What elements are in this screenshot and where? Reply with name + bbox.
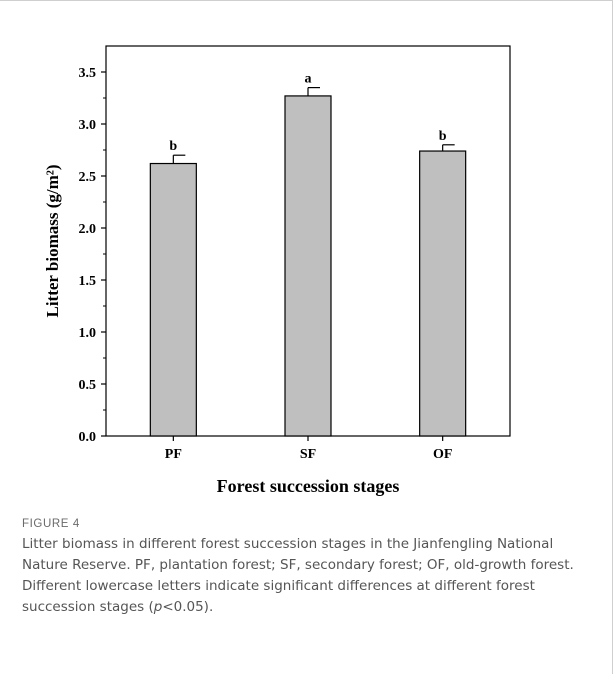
caption-threshold: <0.05). [162,599,214,615]
chart-bars [149,86,467,437]
figure-label: FIGURE 4 [22,518,80,530]
y-tick-label: 0.5 [79,378,97,393]
figure-caption: Litter biomass in different forest succe… [22,534,582,618]
y-tick-label: 2.5 [79,170,97,185]
x-tick-label: PF [165,447,182,462]
y-axis-label: Litter biomass (g/m²) [43,164,62,317]
y-tick-label: 1.0 [79,326,97,341]
bar-pf [149,162,197,437]
y-tick-label: 3.0 [79,118,97,133]
significance-letter: b [439,129,447,144]
bar-chart: 0.0 0.5 1.0 1.5 2.0 2.5 3.0 3.5 b PF a SF b OF Forest… [43,45,511,496]
y-tick-label: 1.5 [79,274,97,289]
x-tick-label: OF [433,447,452,462]
significance-letter: b [169,139,177,154]
y-tick-label: 2.0 [79,222,97,237]
chart-axes: 0.0 0.5 1.0 1.5 2.0 2.5 3.0 3.5 [79,45,511,445]
chart-labels: b PF a SF b OF Forest succession stages Litter … [43,72,452,496]
significance-letter: a [305,72,312,87]
figure-caption-block: FIGURE 4 Litter biomass in different for… [22,518,582,618]
x-axis-label: Forest succession stages [217,476,400,496]
y-tick-label: 0.0 [79,430,97,445]
y-tick-label: 3.5 [79,66,97,81]
caption-text: Litter biomass in different forest succe… [22,536,574,615]
caption-p-symbol: p [153,599,163,615]
bar-sf [284,95,332,437]
bar-of [419,150,467,437]
x-tick-label: SF [300,447,316,462]
